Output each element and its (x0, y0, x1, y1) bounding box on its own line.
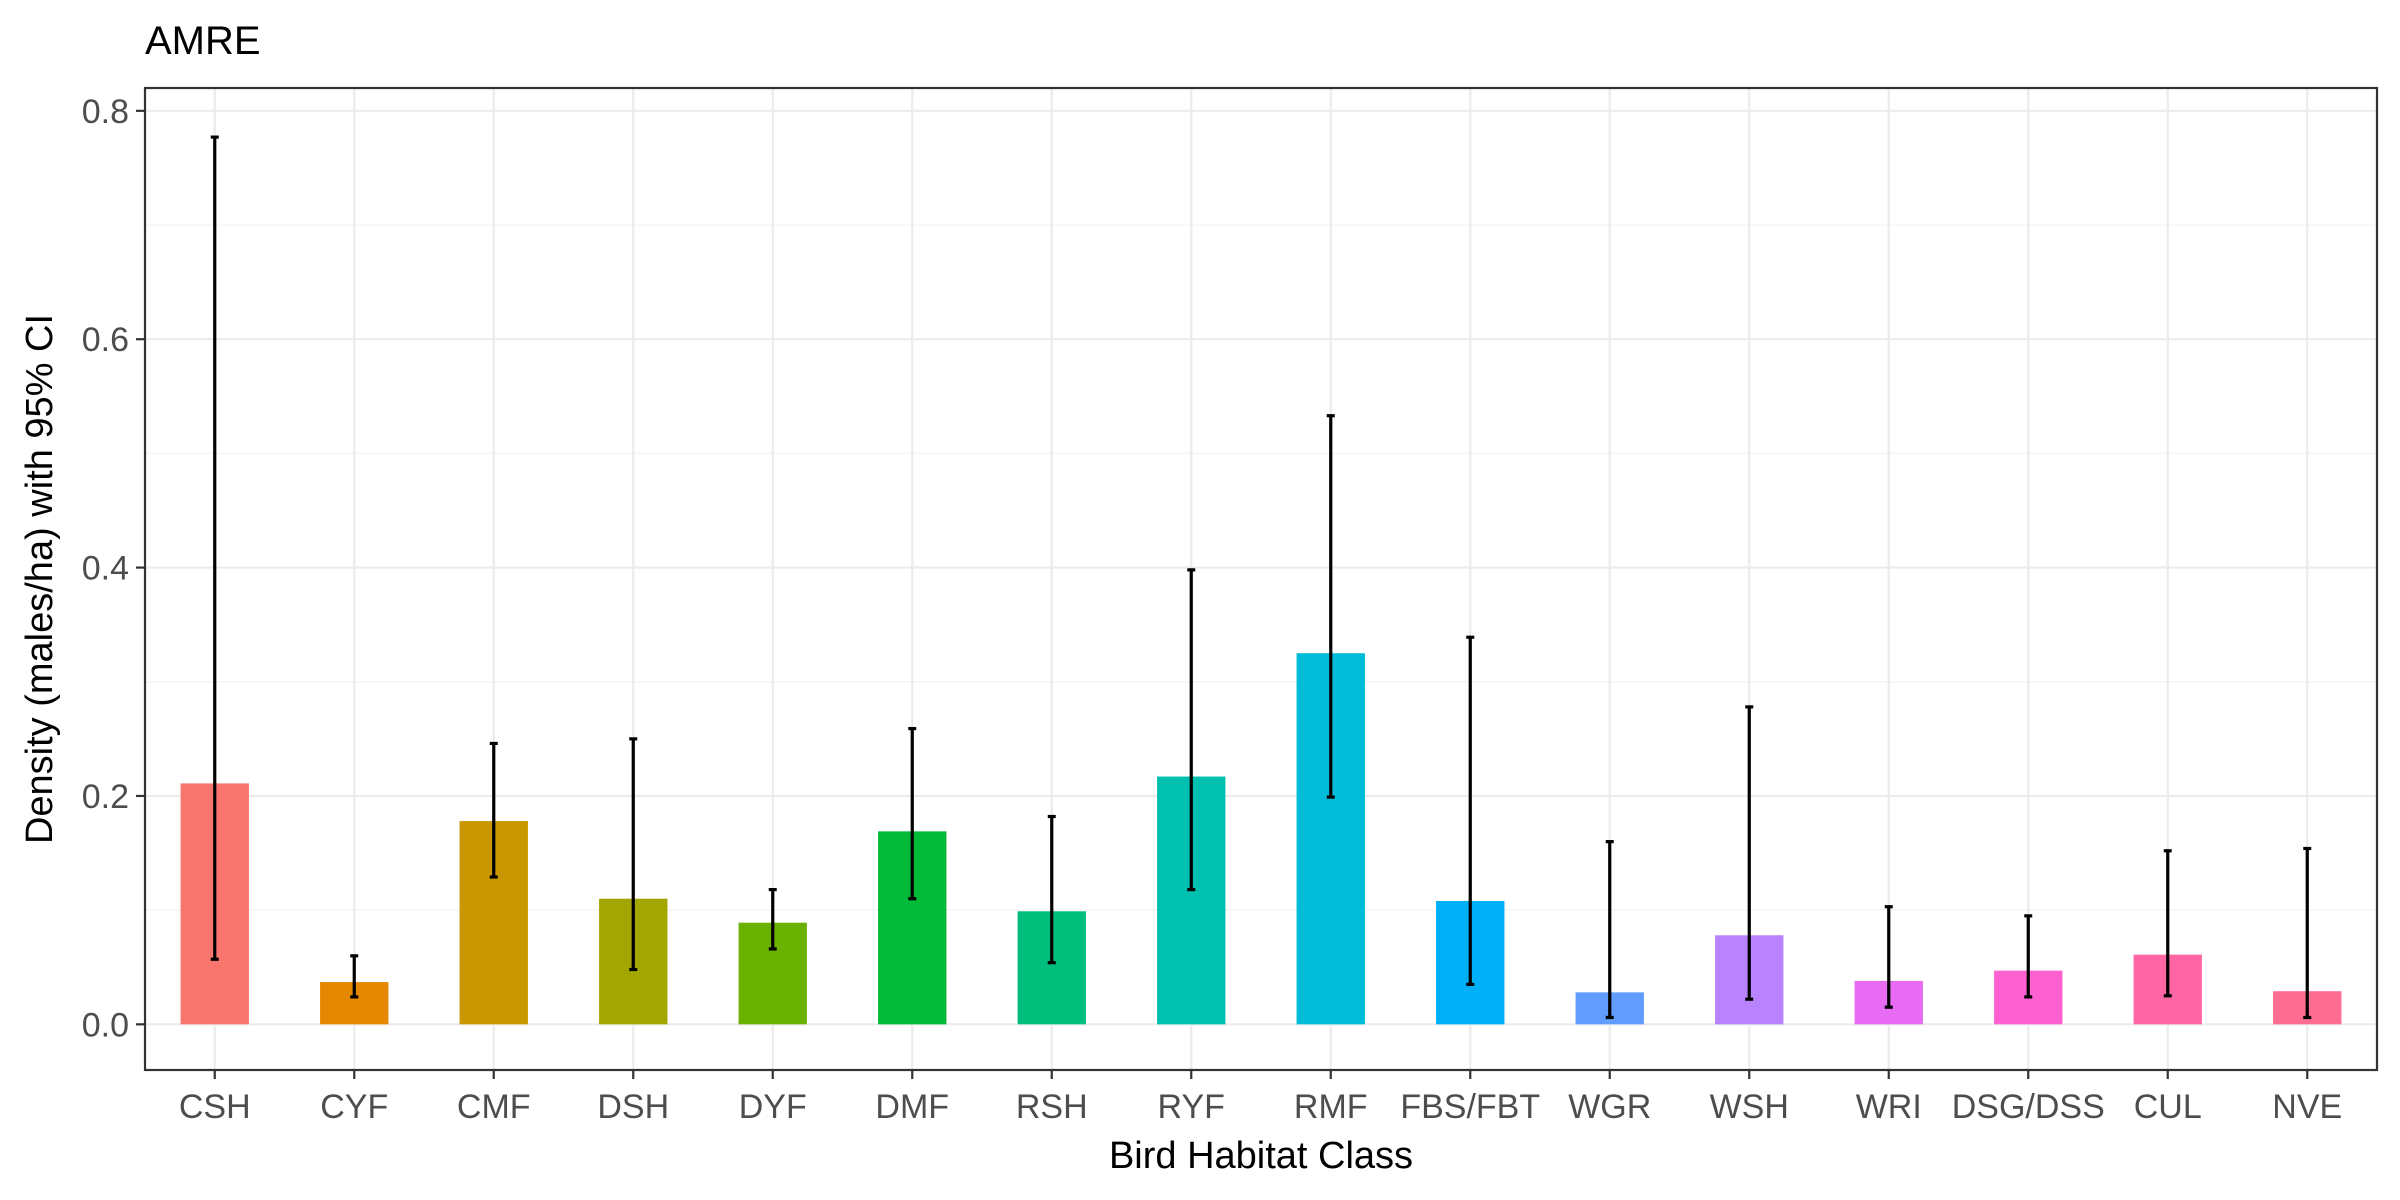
error-bar (1884, 905, 1893, 1009)
error-bar (1466, 635, 1475, 986)
x-tick-label: RYF (1158, 1088, 1225, 1126)
x-axis-title: Bird Habitat Class (1109, 1135, 1413, 1177)
error-bar (908, 726, 917, 901)
x-tick-label: NVE (2272, 1088, 2342, 1126)
error-bar (2163, 849, 2172, 998)
y-axis-title: Density (males/ha) with 95% CI (19, 314, 61, 844)
x-tick-label: DSG/DSS (1952, 1088, 2105, 1126)
plot-border (143, 86, 2379, 1072)
x-tick-label: CUL (2134, 1088, 2202, 1126)
x-tick-label: RMF (1294, 1088, 1368, 1126)
x-tick-label: FBS/FBT (1400, 1088, 1540, 1126)
y-tick-label: 0.8 (82, 93, 129, 131)
error-bar (1745, 705, 1754, 1001)
error-bar (1047, 814, 1056, 965)
chart-title: AMRE (145, 19, 261, 63)
x-axis: CSH CYF CMF DSH DYF DMF RSH RYF RMF FBS/FBT WGR WSH… (179, 1070, 2342, 1126)
x-tick-label: WSH (1710, 1088, 1789, 1126)
error-bar (350, 954, 359, 999)
error-bar (1326, 414, 1335, 799)
error-bar (489, 741, 498, 879)
y-tick-label: 0.2 (82, 778, 129, 816)
y-axis: 0.0 0.2 0.4 0.6 0.8 (82, 93, 145, 1044)
x-tick-label: WRI (1856, 1088, 1922, 1126)
y-tick-label: 0.6 (82, 321, 129, 359)
x-tick-label: DYF (739, 1088, 807, 1126)
x-tick-label: WGR (1568, 1088, 1651, 1126)
error-bar (629, 737, 638, 972)
x-tick-label: CYF (320, 1088, 388, 1126)
x-tick-label: CSH (179, 1088, 251, 1126)
error-bar (2303, 846, 2312, 1020)
x-tick-label: RSH (1016, 1088, 1088, 1126)
error-bar (1187, 568, 1196, 892)
error-bar (768, 887, 777, 951)
x-tick-label: CMF (457, 1088, 531, 1126)
error-bars (210, 135, 2312, 1020)
error-bar (1605, 840, 1614, 1020)
x-tick-label: DSH (597, 1088, 669, 1126)
x-tick-label: DMF (875, 1088, 949, 1126)
error-bar (210, 135, 219, 961)
error-bar (2024, 914, 2033, 999)
y-tick-label: 0.4 (82, 550, 129, 588)
y-tick-label: 0.0 (82, 1006, 129, 1044)
